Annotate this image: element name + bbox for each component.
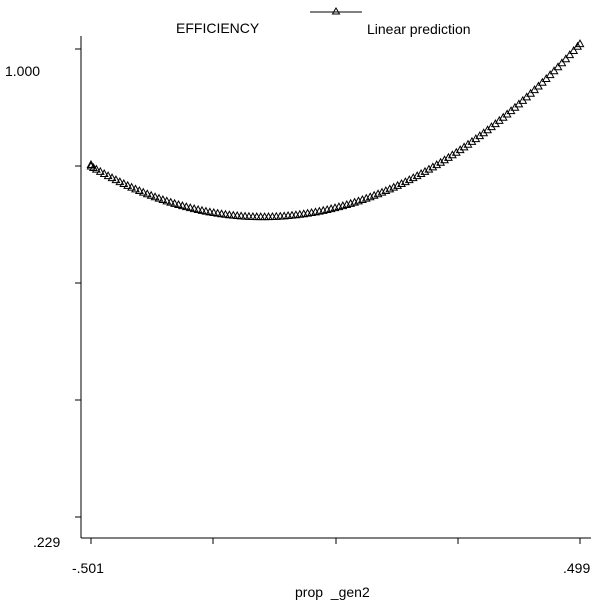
data-point xyxy=(150,192,160,201)
data-point xyxy=(103,171,113,180)
data-point xyxy=(557,58,567,67)
data-point xyxy=(146,190,156,199)
scatter-points xyxy=(86,39,585,221)
data-point xyxy=(424,164,434,173)
data-point xyxy=(162,196,172,205)
data-point xyxy=(451,147,461,156)
data-point xyxy=(455,145,465,154)
data-point xyxy=(432,160,442,169)
data-point xyxy=(420,166,430,175)
x-axis-title: prop _gen2 xyxy=(295,584,370,600)
legend: Linear prediction xyxy=(310,7,471,37)
x-axis: -.501 .499 xyxy=(72,537,591,576)
data-point xyxy=(166,197,176,206)
data-point xyxy=(408,173,418,182)
data-point xyxy=(447,150,457,159)
data-point xyxy=(205,207,215,216)
data-point xyxy=(565,50,575,59)
data-point xyxy=(569,45,579,55)
data-point xyxy=(549,66,559,75)
data-point xyxy=(209,208,219,217)
data-point xyxy=(385,184,395,193)
data-point xyxy=(107,173,117,182)
data-point xyxy=(134,186,144,195)
data-point xyxy=(428,162,438,171)
data-point xyxy=(541,73,551,82)
data-point xyxy=(377,187,387,196)
data-point xyxy=(158,195,168,204)
data-point xyxy=(389,182,399,191)
data-point xyxy=(185,203,195,212)
data-point xyxy=(99,168,109,178)
data-point xyxy=(119,178,129,188)
data-point xyxy=(575,39,585,48)
data-point xyxy=(381,186,391,195)
data-point xyxy=(154,193,164,202)
data-point xyxy=(561,54,571,63)
data-point xyxy=(221,209,230,218)
data-point xyxy=(545,70,555,79)
data-point xyxy=(138,187,148,196)
data-point xyxy=(123,180,133,189)
legend-marker-triangle xyxy=(331,7,341,15)
data-point xyxy=(131,184,140,193)
y-tick-label-bottom: .229 xyxy=(33,534,60,550)
data-point xyxy=(91,164,101,173)
data-point xyxy=(459,142,469,151)
data-point xyxy=(111,175,121,184)
data-point xyxy=(115,177,125,186)
data-point xyxy=(440,155,449,164)
data-point xyxy=(553,62,563,71)
data-point xyxy=(201,206,211,215)
data-point xyxy=(412,171,422,180)
data-point xyxy=(393,180,403,189)
data-point xyxy=(217,209,227,218)
data-point-outlier xyxy=(86,159,96,168)
data-point xyxy=(181,202,191,211)
data-point xyxy=(444,152,453,161)
data-point xyxy=(404,175,414,184)
data-point xyxy=(142,189,152,198)
data-point xyxy=(95,166,105,175)
data-point xyxy=(177,201,187,210)
data-point xyxy=(416,168,426,178)
data-point xyxy=(397,178,406,188)
data-point xyxy=(400,177,410,186)
y-tick-label-top: 1.000 xyxy=(5,63,40,79)
y-axis-title: EFFICIENCY xyxy=(176,20,260,36)
legend-label: Linear prediction xyxy=(367,21,471,37)
data-point xyxy=(170,198,180,207)
data-point xyxy=(573,41,583,50)
y-axis: 1.000 .229 xyxy=(5,36,82,550)
data-point xyxy=(436,157,446,166)
data-point xyxy=(213,208,223,217)
x-tick-label-left: -.501 xyxy=(72,560,104,576)
data-point xyxy=(537,77,547,86)
data-point xyxy=(174,199,183,208)
data-point xyxy=(189,204,199,213)
data-point xyxy=(197,205,207,214)
data-point xyxy=(193,204,203,213)
x-tick-label-right: .499 xyxy=(563,560,590,576)
data-point xyxy=(127,182,137,191)
